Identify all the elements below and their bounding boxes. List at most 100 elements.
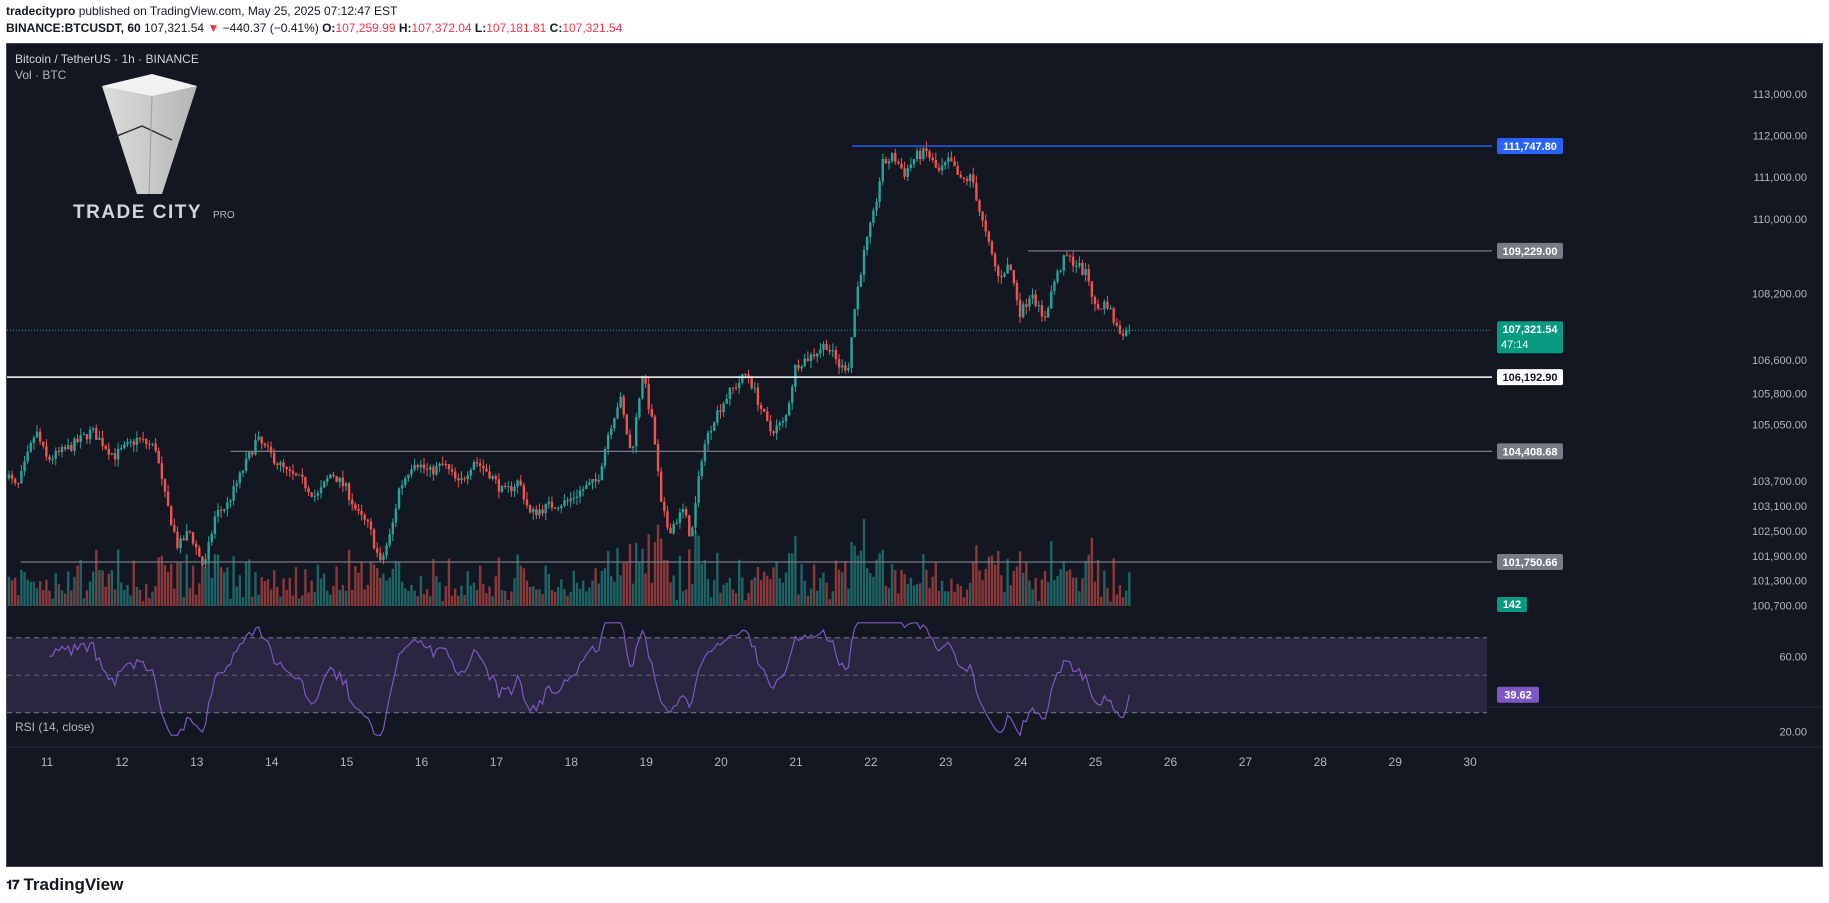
candle-body <box>588 482 591 486</box>
candle-body <box>544 503 547 514</box>
volume-bar <box>176 562 179 606</box>
candle-body <box>310 492 313 497</box>
volume-bar <box>447 558 451 606</box>
volume-bar <box>684 589 688 606</box>
time-axis[interactable]: 11 12 13 14 15 16 17 18 19 20 21 22 23 24 25 26 27 28 29 30 <box>7 746 1822 769</box>
candle-body <box>937 167 941 171</box>
chart-area[interactable]: TRADE CITY PRO Bitcoin / TetherUS · 1h ·… <box>6 43 1823 867</box>
candle-body <box>1050 291 1053 309</box>
volume-bar <box>263 581 267 606</box>
price-tick: 103,700.00 <box>1752 476 1807 488</box>
candle-body <box>550 501 554 508</box>
volume-bar <box>778 578 781 606</box>
volume-bar <box>569 591 572 606</box>
candle-body <box>538 509 541 516</box>
candle-body <box>282 462 285 468</box>
volume-bar <box>400 581 404 606</box>
volume-bar <box>326 590 329 606</box>
candle-body <box>616 407 619 419</box>
chart-canvas[interactable]: TRADE CITY PRO Bitcoin / TetherUS · 1h ·… <box>7 44 1822 866</box>
candle-body <box>366 519 370 522</box>
volume-bar <box>925 569 928 606</box>
volume-bar <box>532 586 535 606</box>
candle-body <box>919 150 922 160</box>
volume-bar <box>319 578 323 606</box>
candle-body <box>285 467 288 470</box>
volume-bar <box>441 601 444 606</box>
volume-bar <box>784 572 788 606</box>
volume-bar <box>975 545 978 606</box>
candle-body <box>307 488 310 493</box>
volume-bar <box>669 582 672 606</box>
volume-bar <box>291 595 295 606</box>
volume-bar <box>528 586 532 606</box>
candle-body <box>912 159 916 165</box>
tradingview-footer[interactable]: 𝟏𝟕 TradingView <box>6 875 123 895</box>
volume-bar <box>719 592 722 606</box>
volume-bar <box>516 554 519 606</box>
candle-body <box>510 486 513 492</box>
candle-body <box>226 502 229 510</box>
candle-body <box>357 509 360 511</box>
candle-body <box>316 493 320 496</box>
volume-bar <box>628 544 632 606</box>
candle-body <box>138 437 142 440</box>
volume-bar <box>741 577 744 606</box>
volume-bar <box>429 596 432 606</box>
volume-bar <box>809 588 813 606</box>
volume-bar <box>238 575 242 606</box>
volume-bar <box>497 557 501 606</box>
candle-body <box>503 485 507 488</box>
volume-bar <box>869 572 872 606</box>
candle-body <box>216 509 220 517</box>
level-label-bg <box>1497 242 1563 259</box>
volume-bar <box>29 581 32 606</box>
candle-body <box>884 159 888 164</box>
price-axis[interactable]: 113,000.00 112,000.00 111,000.00 110,000.00… <box>1752 89 1807 739</box>
candle-body <box>525 499 529 506</box>
volume-bar <box>585 591 588 606</box>
time-tick: 20 <box>714 755 728 769</box>
volume-bar <box>70 590 73 606</box>
candle-body <box>731 387 735 389</box>
volume-bar <box>619 575 622 606</box>
candle-body <box>382 555 385 561</box>
volume-bar <box>794 536 797 606</box>
candle-body <box>297 474 301 476</box>
candle-body <box>101 437 104 447</box>
candle-body <box>563 500 566 506</box>
candle-body <box>148 444 151 446</box>
volume-bar <box>438 582 441 606</box>
candle-body <box>42 441 45 446</box>
candle-body <box>840 365 844 368</box>
symbol-line: BINANCE:BTCUSDT, 60 <box>6 21 141 35</box>
author-name[interactable]: tradecitypro <box>6 4 76 18</box>
time-tick: 13 <box>190 755 204 769</box>
candle-body <box>597 480 600 482</box>
volume-bar <box>937 590 941 606</box>
volume-bar <box>894 569 897 606</box>
volume-bar <box>703 560 707 606</box>
volume-bar <box>616 547 619 606</box>
volume-bar <box>1006 558 1009 606</box>
current-price-label-bg <box>1497 321 1563 354</box>
chart-legend-title: Bitcoin / TetherUS · 1h · BINANCE <box>15 52 199 66</box>
candle-body <box>600 465 604 481</box>
candle-body <box>881 159 884 182</box>
volume-bar <box>163 565 167 606</box>
candle-body <box>915 150 919 160</box>
candle-body <box>791 386 794 404</box>
volume-bar <box>734 593 738 606</box>
volume-bar <box>335 566 338 606</box>
candle-body <box>990 241 994 254</box>
volume-bar <box>897 593 900 606</box>
candle-body <box>394 508 398 523</box>
candle-body <box>223 509 226 511</box>
volume-bar <box>968 582 972 606</box>
candle-body <box>254 439 257 455</box>
level-label: 101,750.66 <box>1502 557 1557 569</box>
volume-bar <box>407 590 410 606</box>
candle-body <box>784 415 788 422</box>
candle-body <box>232 486 235 501</box>
candle-body <box>375 548 379 553</box>
